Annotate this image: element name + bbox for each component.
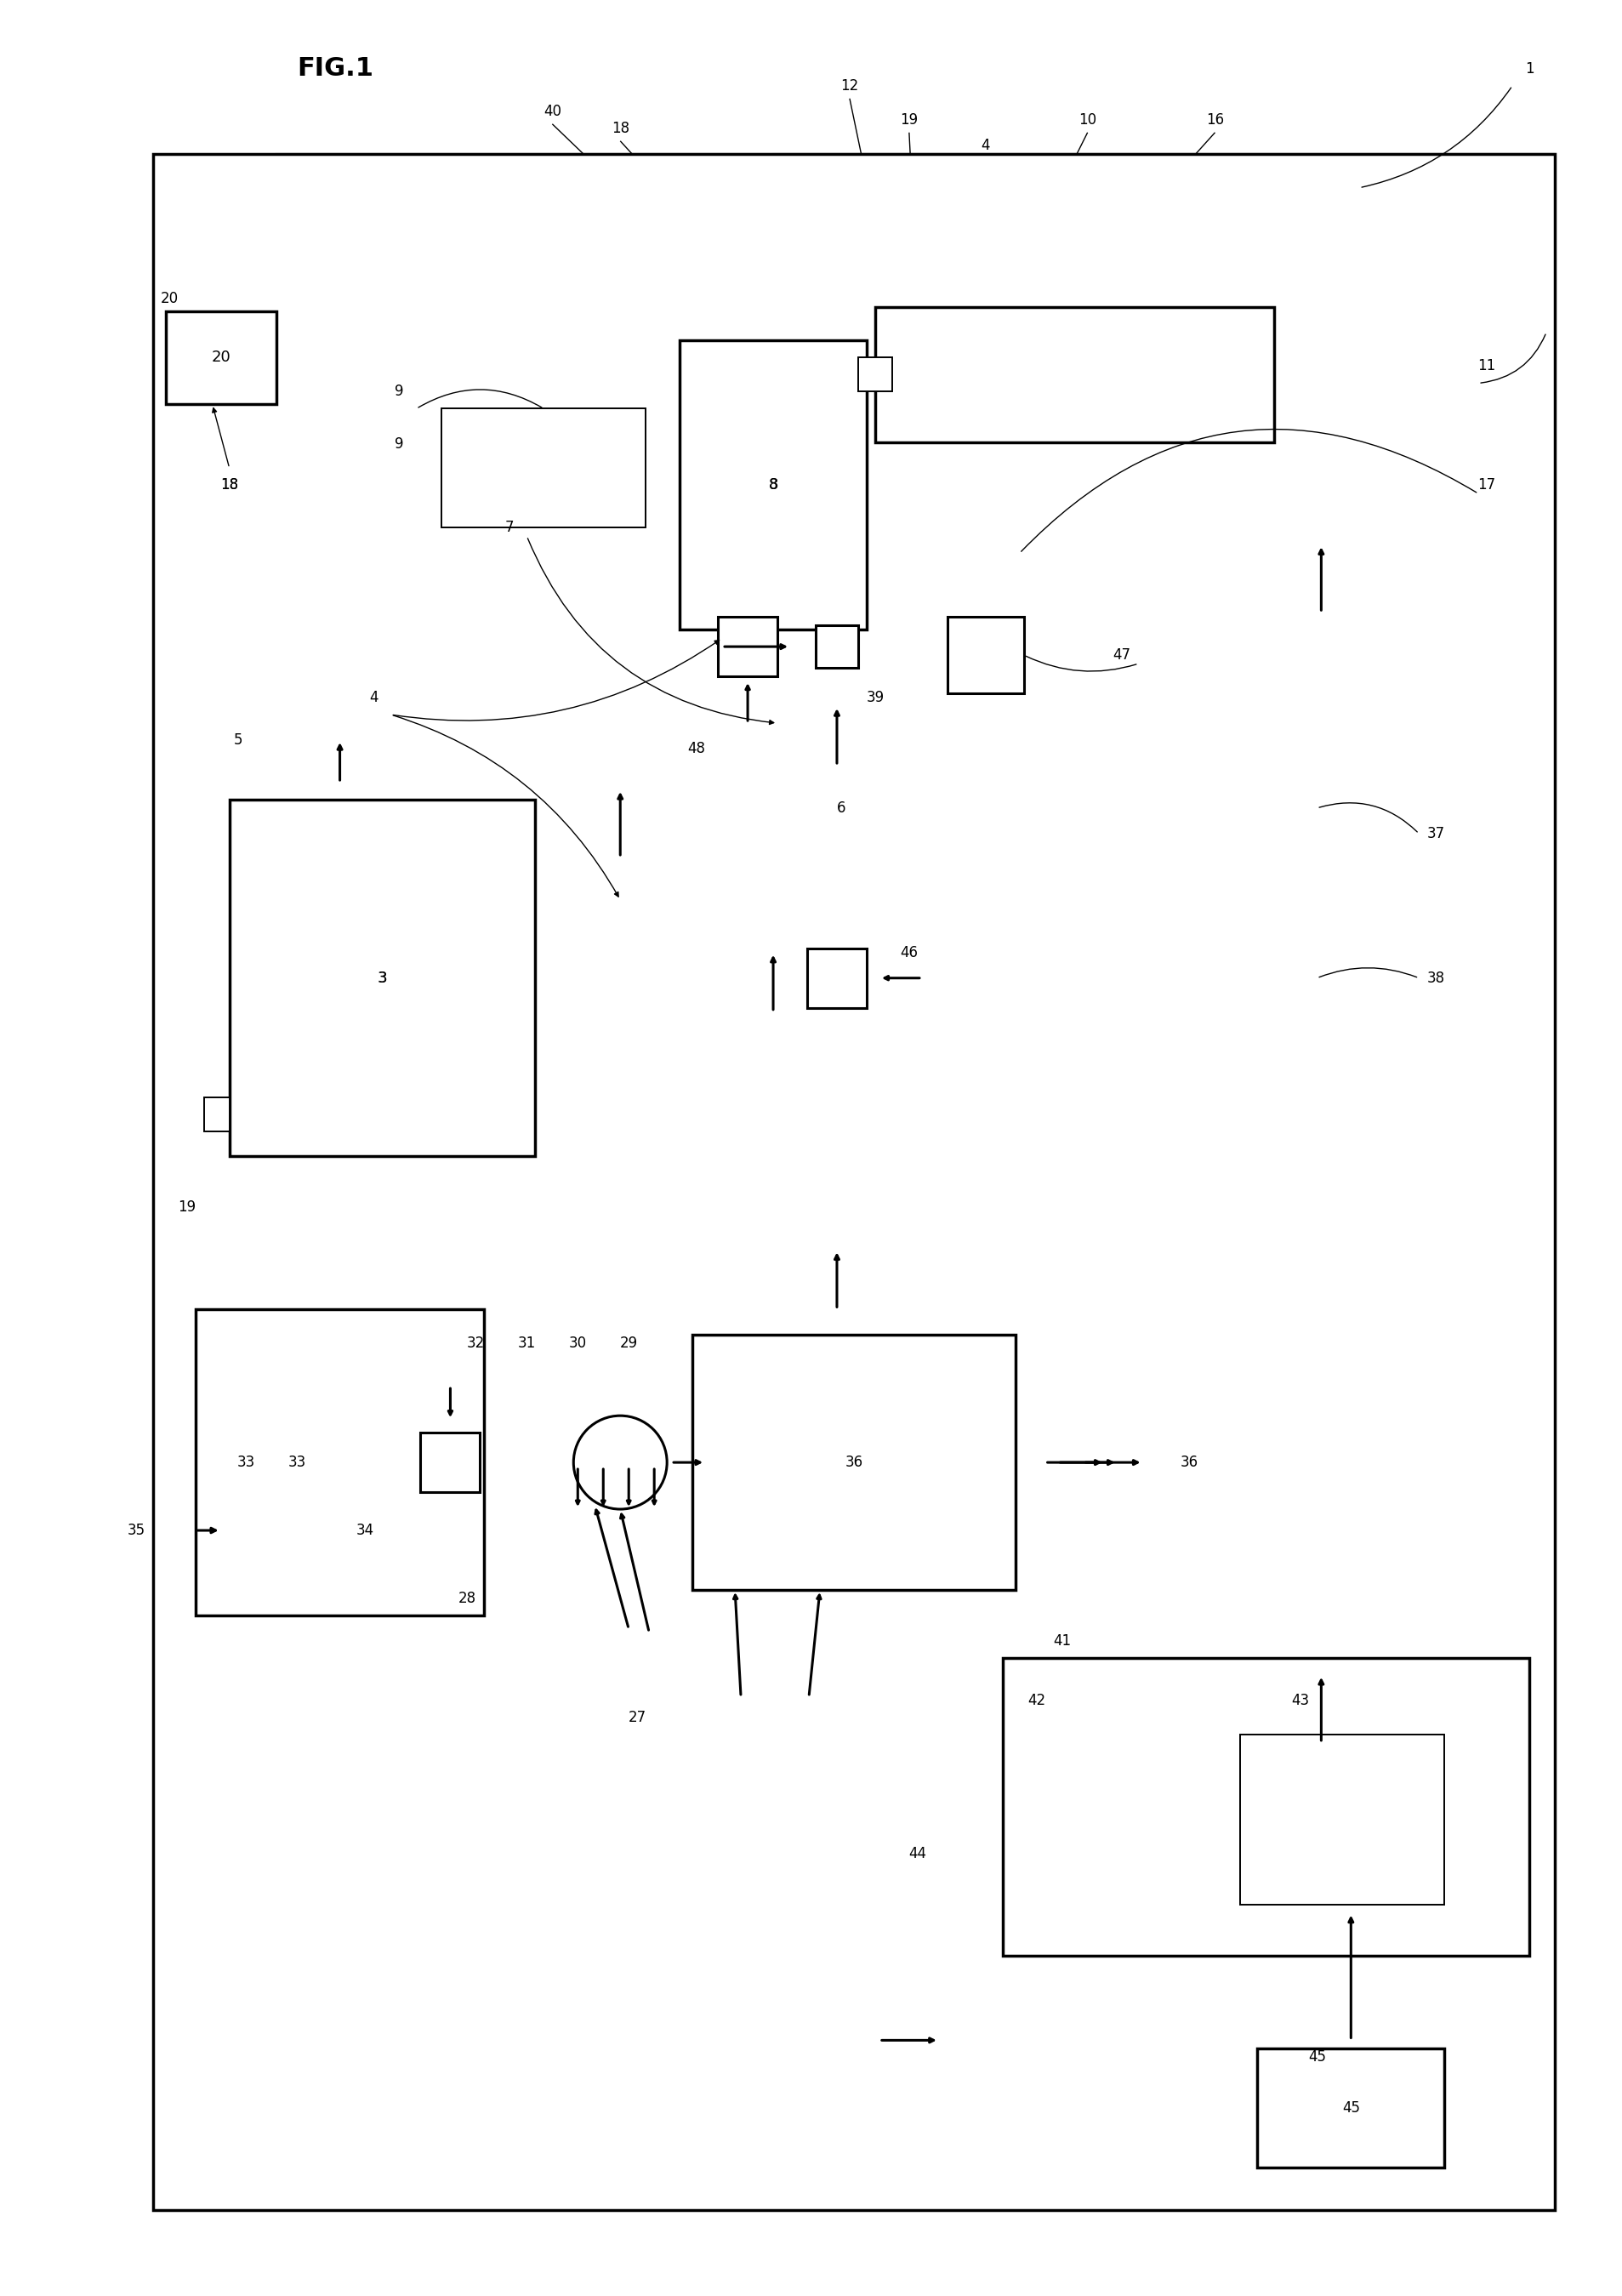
Text: 6: 6	[837, 801, 845, 815]
Text: 48: 48	[688, 742, 706, 755]
Text: 17: 17	[1478, 478, 1495, 494]
Text: 40: 40	[543, 103, 561, 119]
Text: 43: 43	[1291, 1692, 1309, 1708]
Text: 45: 45	[1307, 2050, 1325, 2064]
Bar	[874, 308, 1273, 443]
Text: 16: 16	[1205, 113, 1223, 126]
Text: 41: 41	[1053, 1632, 1071, 1649]
Text: FIG.1: FIG.1	[297, 57, 373, 80]
Bar	[1257, 2048, 1444, 2167]
Text: 38: 38	[1426, 971, 1444, 985]
Text: 18: 18	[221, 478, 238, 494]
Text: 19: 19	[900, 113, 918, 126]
Text: 9: 9	[394, 383, 404, 400]
Text: 8: 8	[769, 478, 777, 494]
Text: 46: 46	[900, 946, 918, 960]
Text: 3: 3	[378, 971, 388, 985]
Text: 32: 32	[467, 1336, 485, 1350]
Text: 36: 36	[1179, 1456, 1199, 1469]
Bar	[204, 1097, 229, 1132]
Text: 4: 4	[370, 691, 378, 705]
Bar	[858, 358, 892, 393]
Text: 47: 47	[1113, 647, 1131, 664]
Text: 33: 33	[289, 1456, 307, 1469]
Bar	[806, 948, 866, 1008]
Bar	[816, 625, 858, 668]
Text: 44: 44	[908, 1846, 926, 1862]
Bar	[947, 618, 1023, 693]
Text: 45: 45	[1341, 2101, 1359, 2117]
Text: 36: 36	[845, 1456, 863, 1469]
Text: 39: 39	[866, 691, 884, 705]
Text: 30: 30	[568, 1336, 587, 1350]
Text: 42: 42	[1027, 1692, 1045, 1708]
Bar	[420, 1433, 480, 1492]
Bar	[680, 340, 866, 629]
Text: 18: 18	[611, 122, 629, 135]
Bar	[229, 799, 535, 1157]
Text: 11: 11	[1478, 358, 1495, 374]
Text: 19: 19	[178, 1201, 196, 1215]
Text: 5: 5	[234, 732, 242, 748]
Text: 9: 9	[394, 436, 404, 452]
Text: 18: 18	[221, 478, 238, 494]
Text: 7: 7	[504, 519, 514, 535]
Text: 12: 12	[840, 78, 858, 94]
Text: 34: 34	[357, 1522, 375, 1538]
Text: 31: 31	[517, 1336, 535, 1350]
Text: 28: 28	[457, 1591, 475, 1605]
Bar	[717, 618, 777, 677]
Text: 33: 33	[237, 1456, 255, 1469]
Bar	[165, 310, 276, 404]
Bar	[195, 1309, 483, 1616]
Bar	[693, 1334, 1015, 1589]
Text: 10: 10	[1079, 113, 1096, 126]
Text: 8: 8	[767, 478, 777, 494]
Bar	[1002, 1658, 1528, 1956]
Text: 27: 27	[628, 1711, 646, 1724]
Text: 20: 20	[211, 349, 230, 365]
Text: 37: 37	[1426, 827, 1444, 840]
Bar	[1239, 1733, 1444, 1903]
Text: 4: 4	[981, 138, 989, 154]
Bar	[152, 154, 1554, 2211]
Text: 29: 29	[620, 1336, 637, 1350]
Text: 35: 35	[127, 1522, 144, 1538]
Text: 1: 1	[1525, 62, 1533, 76]
Text: 3: 3	[378, 971, 386, 985]
Text: 20: 20	[161, 292, 178, 305]
Bar	[441, 409, 646, 528]
